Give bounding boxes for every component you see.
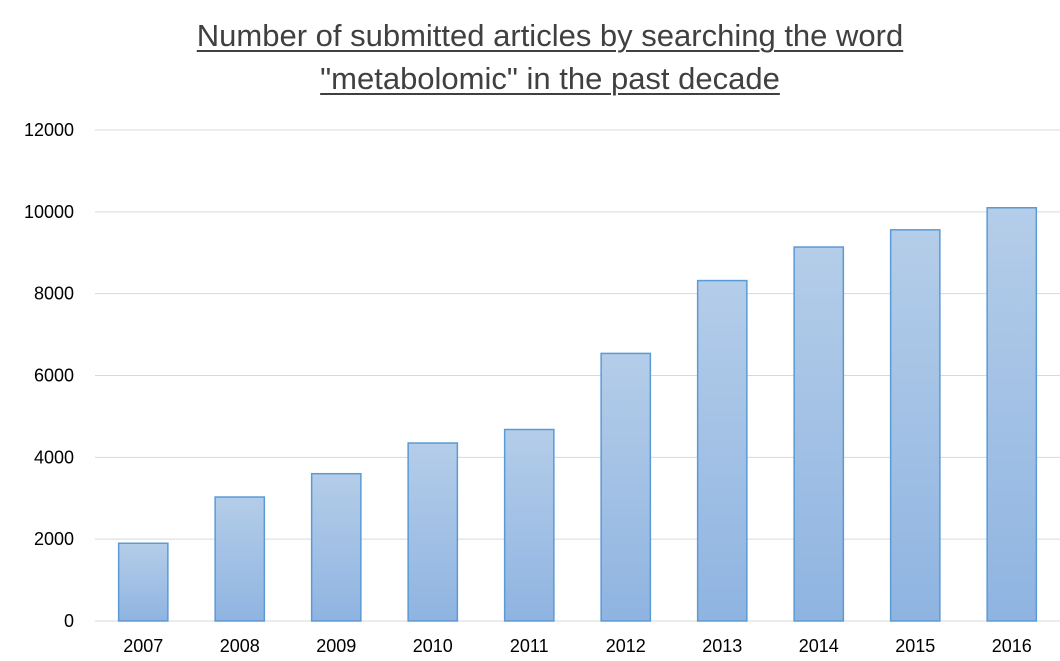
bar-2014 bbox=[793, 246, 845, 622]
y-tick-label: 10000 bbox=[24, 202, 74, 222]
chart-title-line-2: "metabolomic" in the past decade bbox=[320, 61, 780, 96]
y-tick-label: 0 bbox=[64, 611, 74, 631]
x-tick-label: 2013 bbox=[702, 636, 742, 656]
bar-2012 bbox=[600, 352, 652, 622]
bar-2011 bbox=[503, 428, 555, 622]
bar-2009 bbox=[310, 472, 362, 622]
x-tick-label: 2007 bbox=[123, 636, 163, 656]
bar-2007 bbox=[117, 542, 169, 622]
chart-title-line-1: Number of submitted articles by searchin… bbox=[196, 18, 904, 53]
y-tick-label: 2000 bbox=[34, 529, 74, 549]
y-tick-label: 8000 bbox=[34, 284, 74, 304]
y-tick-label: 4000 bbox=[34, 447, 74, 467]
bar-2010 bbox=[407, 442, 459, 622]
y-tick-label: 6000 bbox=[34, 366, 74, 386]
x-tick-label: 2009 bbox=[316, 636, 356, 656]
x-tick-label: 2016 bbox=[992, 636, 1032, 656]
bar-2016 bbox=[986, 206, 1038, 622]
x-tick-label: 2008 bbox=[220, 636, 260, 656]
bars bbox=[117, 206, 1038, 622]
bar-2015 bbox=[889, 229, 941, 622]
bar-2008 bbox=[214, 496, 266, 622]
x-tick-label: 2012 bbox=[606, 636, 646, 656]
y-tick-label: 12000 bbox=[24, 120, 74, 140]
chart-title: Number of submitted articles by searchin… bbox=[0, 14, 1060, 100]
x-axis-tick-labels: 2007 2008 2009 2010 2011 2012 2013 2014 2015 2016 bbox=[123, 636, 1032, 656]
x-tick-label: 2014 bbox=[799, 636, 839, 656]
bar-2013 bbox=[696, 279, 748, 622]
y-axis-tick-labels: 0 2000 4000 6000 8000 10000 12000 bbox=[24, 120, 74, 631]
x-tick-label: 2010 bbox=[413, 636, 453, 656]
x-tick-label: 2011 bbox=[510, 636, 549, 656]
x-tick-label: 2015 bbox=[895, 636, 935, 656]
